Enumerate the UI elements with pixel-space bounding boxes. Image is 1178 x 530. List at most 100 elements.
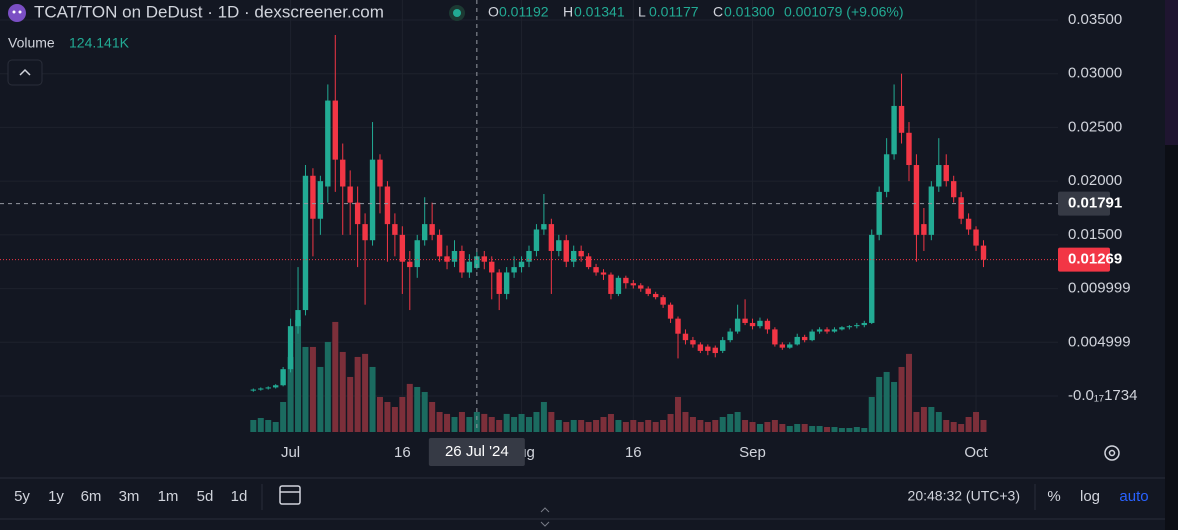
- volume-bar: [369, 366, 376, 432]
- range-button[interactable]: 1y: [48, 488, 64, 505]
- volume-bar: [913, 411, 920, 432]
- candle-body: [906, 132, 912, 166]
- volume-bar: [399, 396, 406, 432]
- volume-bar: [496, 419, 503, 432]
- volume-bar: [332, 321, 339, 432]
- y-tick-label: 0.01500: [1068, 226, 1122, 243]
- volume-bar: [302, 346, 309, 432]
- y-tick-label: 0.03000: [1068, 65, 1122, 82]
- legend-value: 0.01177: [649, 4, 699, 20]
- candle-body: [287, 326, 294, 370]
- candle-body: [794, 336, 800, 345]
- volume-bar: [429, 401, 436, 432]
- candle-body: [652, 293, 659, 298]
- candle-body: [913, 165, 920, 235]
- volume-bar: [563, 421, 570, 432]
- volume-bar: [652, 421, 659, 432]
- scale-button[interactable]: auto: [1119, 488, 1148, 505]
- range-button[interactable]: 1m: [158, 488, 179, 505]
- candle-body: [608, 274, 614, 294]
- logo-eye: [12, 10, 16, 14]
- volume-bar: [615, 419, 622, 432]
- volume-bar: [689, 416, 696, 432]
- candle-body: [466, 261, 473, 273]
- volume-bar: [272, 421, 279, 432]
- volume-value: 124.141K: [69, 35, 130, 51]
- candle-body: [436, 234, 443, 257]
- candle-body: [727, 331, 733, 341]
- candle-body: [950, 181, 957, 198]
- legend-key: L: [638, 4, 646, 20]
- candle-body: [489, 261, 495, 273]
- volume-bar: [697, 419, 704, 432]
- candle-body: [928, 186, 935, 235]
- range-button[interactable]: 5d: [197, 488, 214, 505]
- legend-key: O: [488, 4, 499, 20]
- range-button[interactable]: 1d: [231, 488, 248, 505]
- last-price-label: 0.01269: [1068, 251, 1122, 268]
- candle-body: [869, 234, 875, 323]
- volume-bar: [526, 416, 532, 432]
- volume-bar: [376, 396, 383, 432]
- settings-button[interactable]: [1104, 445, 1120, 461]
- volume-bar: [920, 406, 927, 432]
- date-range-button[interactable]: [279, 485, 301, 505]
- scale-button[interactable]: log: [1080, 488, 1100, 505]
- candle-body: [787, 344, 793, 348]
- scale-button[interactable]: %: [1047, 488, 1060, 505]
- volume-bar: [339, 351, 346, 432]
- candle-body: [362, 224, 368, 241]
- volume-bar: [756, 423, 763, 432]
- range-button[interactable]: 3m: [119, 488, 140, 505]
- volume-bar: [265, 419, 272, 432]
- range-button[interactable]: 6m: [81, 488, 102, 505]
- volume-bar: [719, 416, 726, 432]
- volume-bar: [458, 411, 465, 432]
- candle-body: [883, 154, 890, 192]
- volume-bar: [518, 413, 525, 432]
- volume-bar: [742, 419, 749, 432]
- volume-bar: [511, 416, 518, 432]
- candle-body: [779, 344, 786, 348]
- volume-bar: [868, 396, 875, 432]
- volume-label: Volume: [8, 35, 55, 51]
- candle-body: [846, 326, 853, 328]
- volume-bar: [704, 421, 711, 432]
- collapse-button[interactable]: [7, 59, 43, 86]
- volume-bar: [712, 419, 719, 432]
- clock: 20:48:32 (UTC+3): [908, 488, 1020, 504]
- collapse-icon: [19, 68, 31, 76]
- candle-body: [541, 224, 547, 230]
- volume-bar: [958, 423, 965, 432]
- candle-body: [861, 322, 867, 326]
- crosshair-price-label: 0.01791: [1068, 195, 1122, 212]
- candle-body: [600, 272, 607, 275]
- volume-bar: [667, 413, 674, 432]
- candle-body: [384, 186, 391, 225]
- volume-bar: [317, 366, 324, 432]
- candle-body: [734, 318, 741, 332]
- volume-bar: [570, 419, 577, 432]
- volume-bar: [727, 413, 734, 432]
- volume-bar: [838, 427, 845, 432]
- candle-body: [295, 310, 301, 327]
- volume-bar: [891, 381, 898, 432]
- volume-bar: [809, 425, 816, 432]
- range-button[interactable]: 5y: [14, 488, 30, 505]
- candle-body: [518, 261, 525, 268]
- resize-handle[interactable]: [540, 507, 550, 527]
- volume-bar: [421, 391, 428, 432]
- logo: [8, 4, 26, 22]
- candle-body: [310, 175, 316, 219]
- candle-body: [831, 329, 838, 332]
- volume-bar: [675, 396, 682, 432]
- candle-body: [809, 331, 815, 341]
- x-tick-label: Oct: [964, 444, 988, 461]
- volume-bar: [682, 411, 689, 432]
- toolbar: 5y 1y 6m 3m 1m 5d 1d% log auto: [14, 488, 1149, 505]
- legend-key: C: [713, 4, 723, 20]
- y-tick-label: 0.004999: [1068, 333, 1131, 350]
- volume-bar: [749, 421, 756, 432]
- y-tick-label: 0.02000: [1068, 172, 1122, 189]
